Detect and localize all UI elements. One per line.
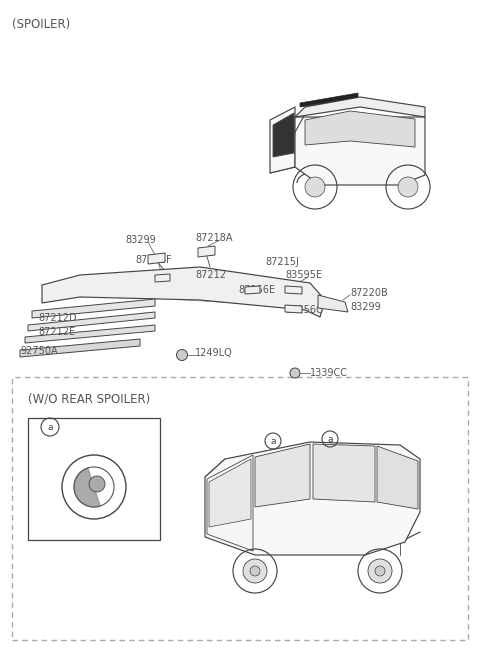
Polygon shape <box>295 97 425 117</box>
Text: 83299: 83299 <box>350 302 381 312</box>
Text: 87220B: 87220B <box>350 288 388 298</box>
Polygon shape <box>74 468 100 507</box>
Polygon shape <box>32 299 155 318</box>
Polygon shape <box>209 459 251 527</box>
Text: 83595E: 83595E <box>285 270 322 280</box>
Polygon shape <box>198 246 215 257</box>
Text: 87256C: 87256C <box>285 305 323 315</box>
Text: 83299: 83299 <box>125 235 156 245</box>
Polygon shape <box>25 325 155 343</box>
Text: 92750A: 92750A <box>20 346 58 356</box>
Text: 87212E: 87212E <box>38 327 75 337</box>
Circle shape <box>398 177 418 197</box>
Polygon shape <box>285 305 302 313</box>
Text: 1339CC: 1339CC <box>310 368 348 378</box>
Text: a: a <box>270 436 276 445</box>
Polygon shape <box>305 111 415 147</box>
Text: 87212D: 87212D <box>38 313 77 323</box>
Circle shape <box>250 566 260 576</box>
Polygon shape <box>285 286 302 294</box>
Polygon shape <box>148 253 165 264</box>
Text: a: a <box>327 434 333 443</box>
Text: 87212: 87212 <box>195 270 226 280</box>
Polygon shape <box>300 93 358 107</box>
Polygon shape <box>28 418 160 540</box>
Polygon shape <box>255 444 310 507</box>
Polygon shape <box>313 444 375 502</box>
Text: a: a <box>47 422 53 432</box>
Circle shape <box>305 177 325 197</box>
Polygon shape <box>28 312 155 331</box>
Text: 1076AM: 1076AM <box>65 419 113 432</box>
Polygon shape <box>273 113 294 157</box>
Circle shape <box>290 368 300 378</box>
Polygon shape <box>207 455 253 551</box>
Text: 87215J: 87215J <box>265 257 299 267</box>
Text: 1249LQ: 1249LQ <box>195 348 233 358</box>
Polygon shape <box>377 446 418 509</box>
Circle shape <box>368 559 392 583</box>
Polygon shape <box>245 286 260 294</box>
Text: (SPOILER): (SPOILER) <box>12 18 70 31</box>
Circle shape <box>89 476 105 492</box>
Text: 87256F: 87256F <box>135 255 172 265</box>
Polygon shape <box>270 107 295 173</box>
Polygon shape <box>20 339 140 357</box>
Circle shape <box>177 350 188 360</box>
Text: (W/O REAR SPOILER): (W/O REAR SPOILER) <box>28 393 150 406</box>
Polygon shape <box>42 267 325 317</box>
Polygon shape <box>205 442 420 555</box>
Polygon shape <box>295 117 425 185</box>
Polygon shape <box>155 274 170 282</box>
Polygon shape <box>318 295 348 312</box>
Circle shape <box>375 566 385 576</box>
Circle shape <box>243 559 267 583</box>
Text: 87218A: 87218A <box>195 233 232 243</box>
Text: 87256E: 87256E <box>238 285 275 295</box>
